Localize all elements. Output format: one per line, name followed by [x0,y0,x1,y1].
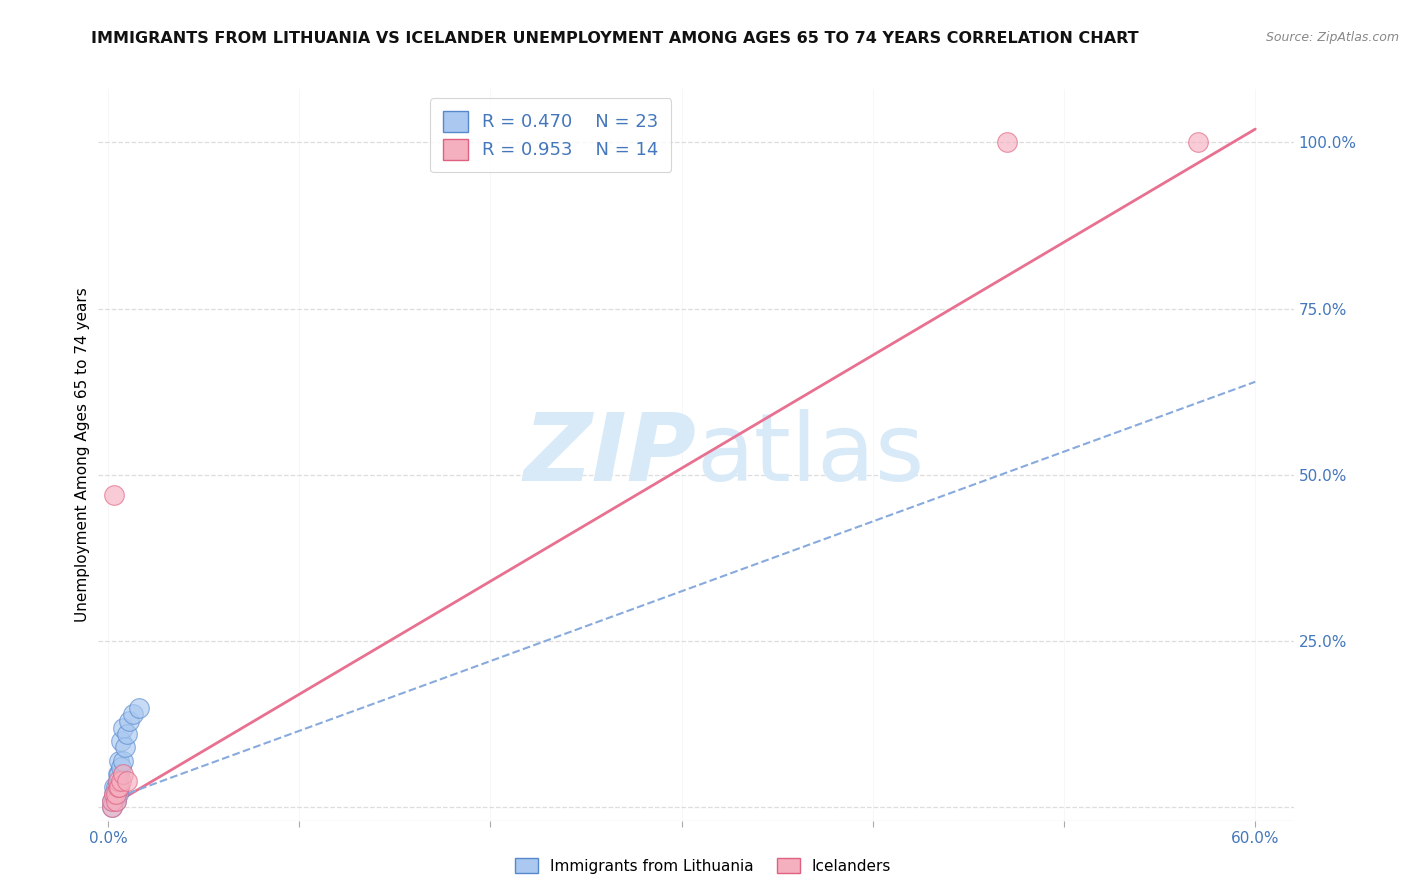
Point [104,794,127,808]
Point [103,787,125,801]
Point [118,714,141,728]
Point [110,773,132,788]
Legend: Immigrants from Lithuania, Icelanders: Immigrants from Lithuania, Icelanders [509,852,897,880]
Point [115,727,138,741]
Point [128,700,150,714]
Text: ZIP: ZIP [523,409,696,501]
Point [112,721,135,735]
Point [104,794,127,808]
Point [101,794,124,808]
Point [114,740,136,755]
Point [107,780,129,795]
Legend: R = 0.470    N = 23, R = 0.953    N = 14: R = 0.470 N = 23, R = 0.953 N = 14 [430,98,672,172]
Point [103,488,125,502]
Text: atlas: atlas [696,409,924,501]
Point [103,780,125,795]
Point [110,734,132,748]
Point [108,780,131,795]
Point [104,787,127,801]
Point [107,773,129,788]
Point [107,773,129,788]
Y-axis label: Unemployment Among Ages 65 to 74 years: Unemployment Among Ages 65 to 74 years [75,287,90,623]
Point [104,787,127,801]
Point [108,754,131,768]
Point [115,773,138,788]
Point [121,707,143,722]
Point [110,760,132,774]
Point [107,767,129,781]
Point [112,767,135,781]
Point [108,767,131,781]
Point [112,754,135,768]
Point [995,136,1018,150]
Point [101,800,124,814]
Point [104,780,127,795]
Point [108,780,131,795]
Point [107,787,129,801]
Point [103,794,125,808]
Point [101,794,124,808]
Point [1187,136,1209,150]
Point [101,800,124,814]
Point [103,787,125,801]
Text: Source: ZipAtlas.com: Source: ZipAtlas.com [1265,31,1399,45]
Text: IMMIGRANTS FROM LITHUANIA VS ICELANDER UNEMPLOYMENT AMONG AGES 65 TO 74 YEARS CO: IMMIGRANTS FROM LITHUANIA VS ICELANDER U… [91,31,1139,46]
